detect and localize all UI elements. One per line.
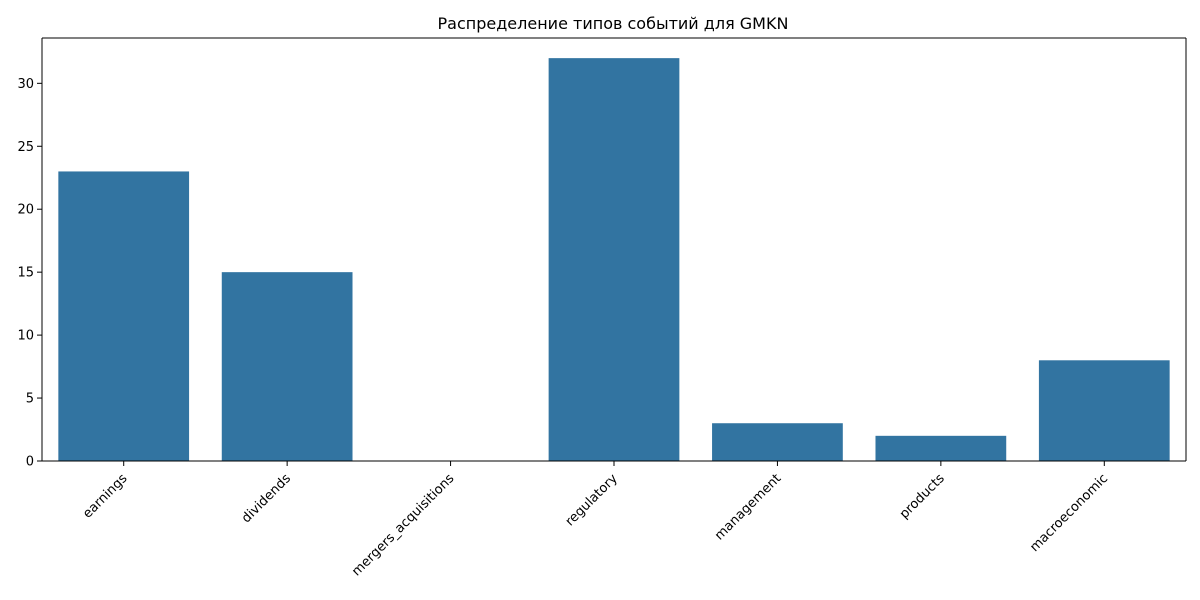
y-ticks-layer: 0 5 10 15 20 25 30 (17, 77, 42, 470)
bar-dividends (221, 272, 353, 461)
bar-products (875, 435, 1007, 461)
y-tick-label: 15 (17, 266, 34, 281)
x-tick-label: management (712, 471, 784, 543)
bar-macroeconomic (1038, 360, 1170, 461)
y-tick-label: 5 (26, 392, 34, 407)
x-tick-label: dividends (239, 471, 294, 526)
y-tick-label: 20 (17, 203, 34, 218)
y-tick-label: 10 (17, 329, 34, 344)
x-ticks-layer: earnings dividends mergers_acquisitions reg… (80, 461, 1111, 579)
y-tick-label: 0 (26, 455, 34, 470)
y-tick-label: 30 (17, 77, 34, 92)
bar-regulatory (548, 58, 680, 461)
bars-layer (58, 58, 1170, 461)
y-tick-label: 25 (17, 140, 34, 155)
x-tick-label: regulatory (563, 471, 621, 529)
x-tick-label: earnings (80, 471, 131, 522)
x-tick-label: products (897, 471, 948, 522)
x-tick-label: mergers_acquisitions (349, 471, 457, 579)
chart-title: Распределение типов событий для GMKN (438, 14, 789, 33)
bar-earnings (58, 171, 190, 461)
x-tick-label: macroeconomic (1027, 471, 1111, 555)
bar-management (712, 423, 843, 461)
